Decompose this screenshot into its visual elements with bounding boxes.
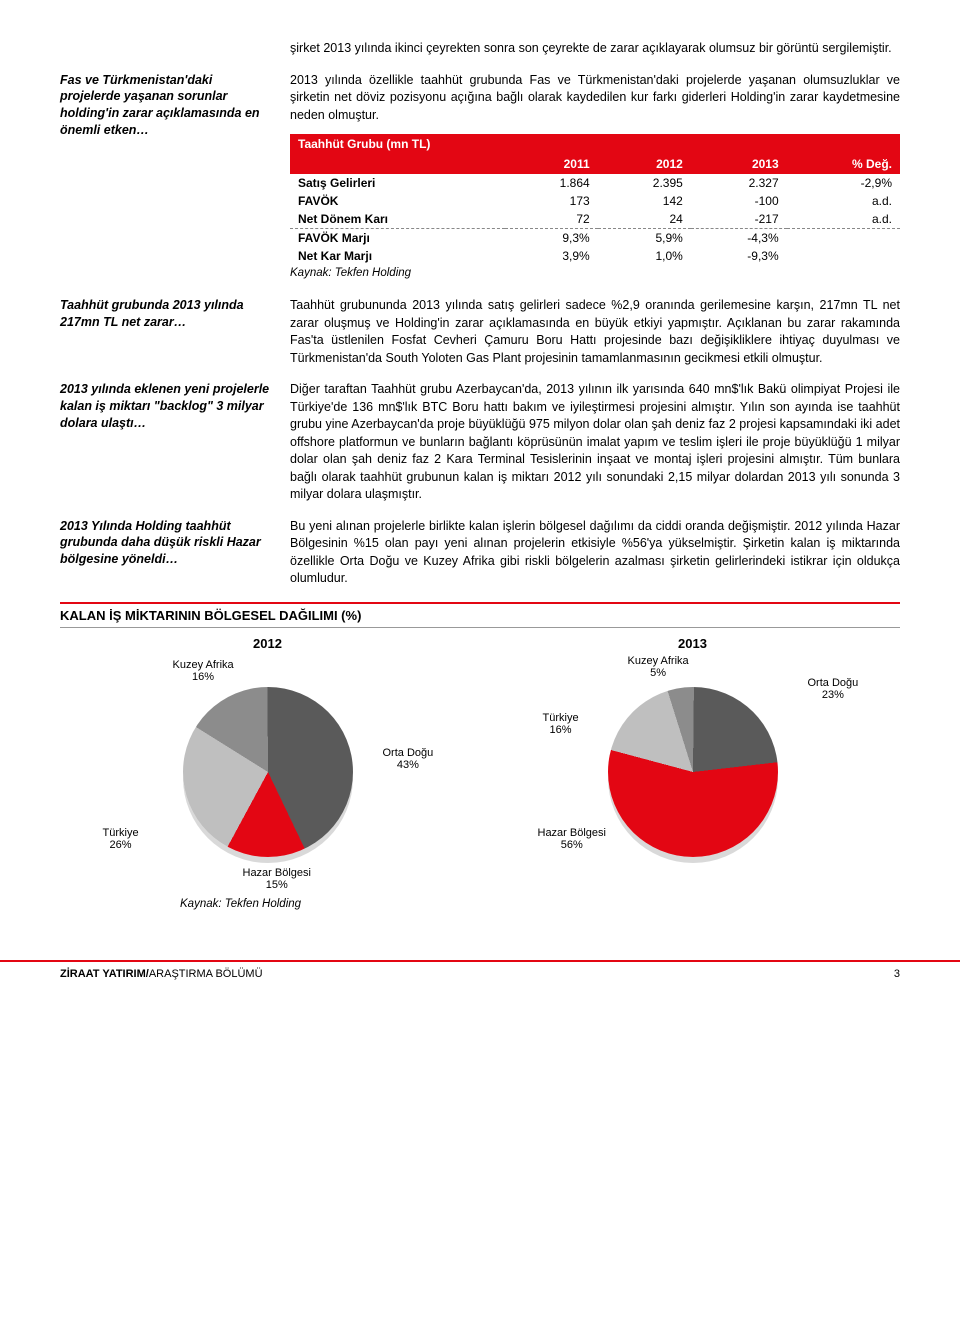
th-2011: 2011: [505, 154, 598, 174]
pie-chart-2013: 2013 Orta Doğu 23% Kuzey Afrika 5% Türki…: [488, 636, 898, 896]
side-note-1: Fas ve Türkmenistan'daki projelerde yaşa…: [60, 72, 270, 140]
pie-label: Türkiye 26%: [103, 827, 139, 852]
pie-label: Orta Doğu 23%: [808, 677, 859, 702]
pie-label: Türkiye 16%: [543, 712, 579, 737]
page-number: 3: [894, 968, 900, 980]
table-title: Taahhüt Grubu (mn TL): [290, 134, 900, 154]
chart-source: Kaynak: Tekfen Holding: [180, 898, 900, 910]
table-source: Kaynak: Tekfen Holding: [290, 267, 900, 279]
pie-label: Kuzey Afrika 16%: [173, 659, 234, 684]
pie-chart-2012: 2012 Orta Doğu 43% Kuzey Afrika 16% Türk…: [63, 636, 473, 896]
table-row: Satış Gelirleri 1.864 2.395 2.327 -2,9%: [290, 174, 900, 192]
paragraph-3: Diğer taraftan Taahhüt grubu Azerbaycan'…: [290, 381, 900, 504]
pie-label: Hazar Bölgesi 15%: [243, 867, 311, 892]
taahhut-table: Taahhüt Grubu (mn TL) 2011 2012 2013 % D…: [290, 134, 900, 279]
pie-label: Kuzey Afrika 5%: [628, 655, 689, 680]
paragraph-1: 2013 yılında özellikle taahhüt grubunda …: [290, 72, 900, 125]
table-header-row: 2011 2012 2013 % Değ.: [290, 154, 900, 174]
chart-title-2013: 2013: [488, 636, 898, 651]
row-4: 2013 Yılında Holding taahhüt grubunda da…: [60, 518, 900, 588]
charts-row: 2012 Orta Doğu 43% Kuzey Afrika 16% Türk…: [60, 636, 900, 896]
paragraph-4: Bu yeni alınan projelerle birlikte kalan…: [290, 518, 900, 588]
row-intro: şirket 2013 yılında ikinci çeyrekten son…: [60, 40, 900, 58]
table-row: FAVÖK 173 142 -100 a.d.: [290, 192, 900, 210]
paragraph-2: Taahhüt grubununda 2013 yılında satış ge…: [290, 297, 900, 367]
table-row: FAVÖK Marjı 9,3% 5,9% -4,3%: [290, 229, 900, 248]
pie-label: Hazar Bölgesi 56%: [538, 827, 606, 852]
table-row: Net Dönem Karı 72 24 -217 a.d.: [290, 210, 900, 229]
pie-label: Orta Doğu 43%: [383, 747, 434, 772]
side-note-4: 2013 Yılında Holding taahhüt grubunda da…: [60, 518, 270, 569]
intro-paragraph: şirket 2013 yılında ikinci çeyrekten son…: [290, 40, 900, 58]
page: şirket 2013 yılında ikinci çeyrekten son…: [0, 0, 960, 930]
th-2013: 2013: [691, 154, 787, 174]
th-2012: 2012: [598, 154, 691, 174]
side-note-3: 2013 yılında eklenen yeni projelerle kal…: [60, 381, 270, 432]
row-3: 2013 yılında eklenen yeni projelerle kal…: [60, 381, 900, 504]
row-1: Fas ve Türkmenistan'daki projelerde yaşa…: [60, 72, 900, 284]
chart-title-2012: 2012: [63, 636, 473, 651]
section-title: KALAN İŞ MİKTARININ BÖLGESEL DAĞILIMI (%…: [60, 602, 900, 628]
page-footer: ZİRAAT YATIRIM/ARAŞTIRMA BÖLÜMÜ 3: [0, 960, 960, 1000]
table-row: Net Kar Marjı 3,9% 1,0% -9,3%: [290, 247, 900, 265]
side-note-2: Taahhüt grubunda 2013 yılında 217mn TL n…: [60, 297, 270, 331]
th-deg: % Değ.: [787, 154, 900, 174]
row-2: Taahhüt grubunda 2013 yılında 217mn TL n…: [60, 297, 900, 367]
th-blank: [290, 154, 505, 174]
footer-brand: ZİRAAT YATIRIM/ARAŞTIRMA BÖLÜMÜ: [60, 968, 263, 980]
